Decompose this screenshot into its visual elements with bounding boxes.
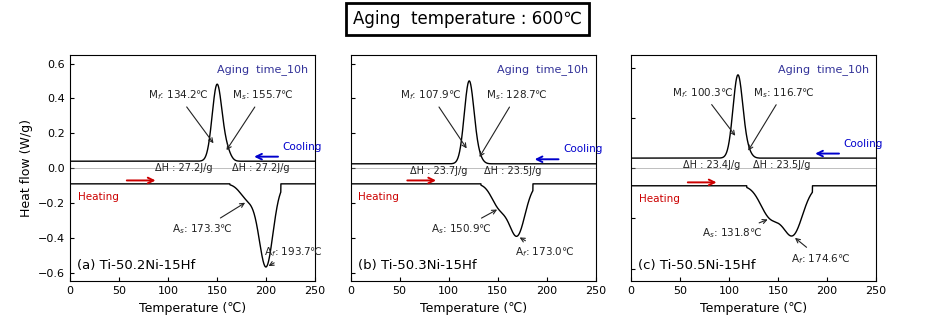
Text: A$_s$: 150.9℃: A$_s$: 150.9℃ xyxy=(431,210,496,236)
Text: M$_f$: 107.9℃: M$_f$: 107.9℃ xyxy=(400,88,466,148)
Text: Cooling: Cooling xyxy=(282,142,323,152)
Text: A$_s$: 173.3℃: A$_s$: 173.3℃ xyxy=(172,203,244,236)
Text: Aging  time_10h: Aging time_10h xyxy=(497,64,588,75)
X-axis label: Temperature (℃): Temperature (℃) xyxy=(420,302,526,315)
Text: ΔH : 23.5J/g: ΔH : 23.5J/g xyxy=(484,166,541,176)
Text: Aging  time_10h: Aging time_10h xyxy=(217,64,308,75)
Text: Cooling: Cooling xyxy=(843,139,884,149)
Text: (a) Ti-50.2Ni-15Hf: (a) Ti-50.2Ni-15Hf xyxy=(78,259,195,272)
Text: M$_f$: 100.3℃: M$_f$: 100.3℃ xyxy=(672,86,735,135)
Text: (b) Ti-50.3Ni-15Hf: (b) Ti-50.3Ni-15Hf xyxy=(358,259,477,272)
Text: Aging  temperature : 600℃: Aging temperature : 600℃ xyxy=(353,10,582,28)
Text: ΔH : 23.4J/g: ΔH : 23.4J/g xyxy=(683,160,741,170)
Text: M$_s$: 155.7℃: M$_s$: 155.7℃ xyxy=(227,88,294,149)
X-axis label: Temperature (℃): Temperature (℃) xyxy=(700,302,807,315)
Text: ΔH : 27.2J/g: ΔH : 27.2J/g xyxy=(155,164,213,173)
Text: ΔH : 23.7J/g: ΔH : 23.7J/g xyxy=(410,166,468,176)
Text: ΔH : 23.5J/g: ΔH : 23.5J/g xyxy=(753,160,810,170)
Y-axis label: Heat flow (W/g): Heat flow (W/g) xyxy=(20,119,33,217)
Text: (c) Ti-50.5Ni-15Hf: (c) Ti-50.5Ni-15Hf xyxy=(639,259,756,272)
Text: M$_s$: 116.7℃: M$_s$: 116.7℃ xyxy=(749,86,814,150)
Text: Heating: Heating xyxy=(358,192,399,202)
Text: A$_f$: 173.0℃: A$_f$: 173.0℃ xyxy=(515,238,575,259)
Text: Heating: Heating xyxy=(78,192,119,202)
Text: A$_s$: 131.8℃: A$_s$: 131.8℃ xyxy=(702,219,767,240)
Text: ΔH : 27.2J/g: ΔH : 27.2J/g xyxy=(232,164,289,173)
Text: A$_f$: 174.6℃: A$_f$: 174.6℃ xyxy=(791,239,850,266)
Text: M$_f$: 134.2℃: M$_f$: 134.2℃ xyxy=(148,88,213,142)
Text: A$_f$: 193.7℃: A$_f$: 193.7℃ xyxy=(265,245,323,265)
Text: Aging  time_10h: Aging time_10h xyxy=(778,64,869,75)
X-axis label: Temperature (℃): Temperature (℃) xyxy=(139,302,246,315)
Text: M$_s$: 128.7℃: M$_s$: 128.7℃ xyxy=(480,88,548,156)
Text: Heating: Heating xyxy=(639,193,680,203)
Text: Cooling: Cooling xyxy=(563,145,603,155)
